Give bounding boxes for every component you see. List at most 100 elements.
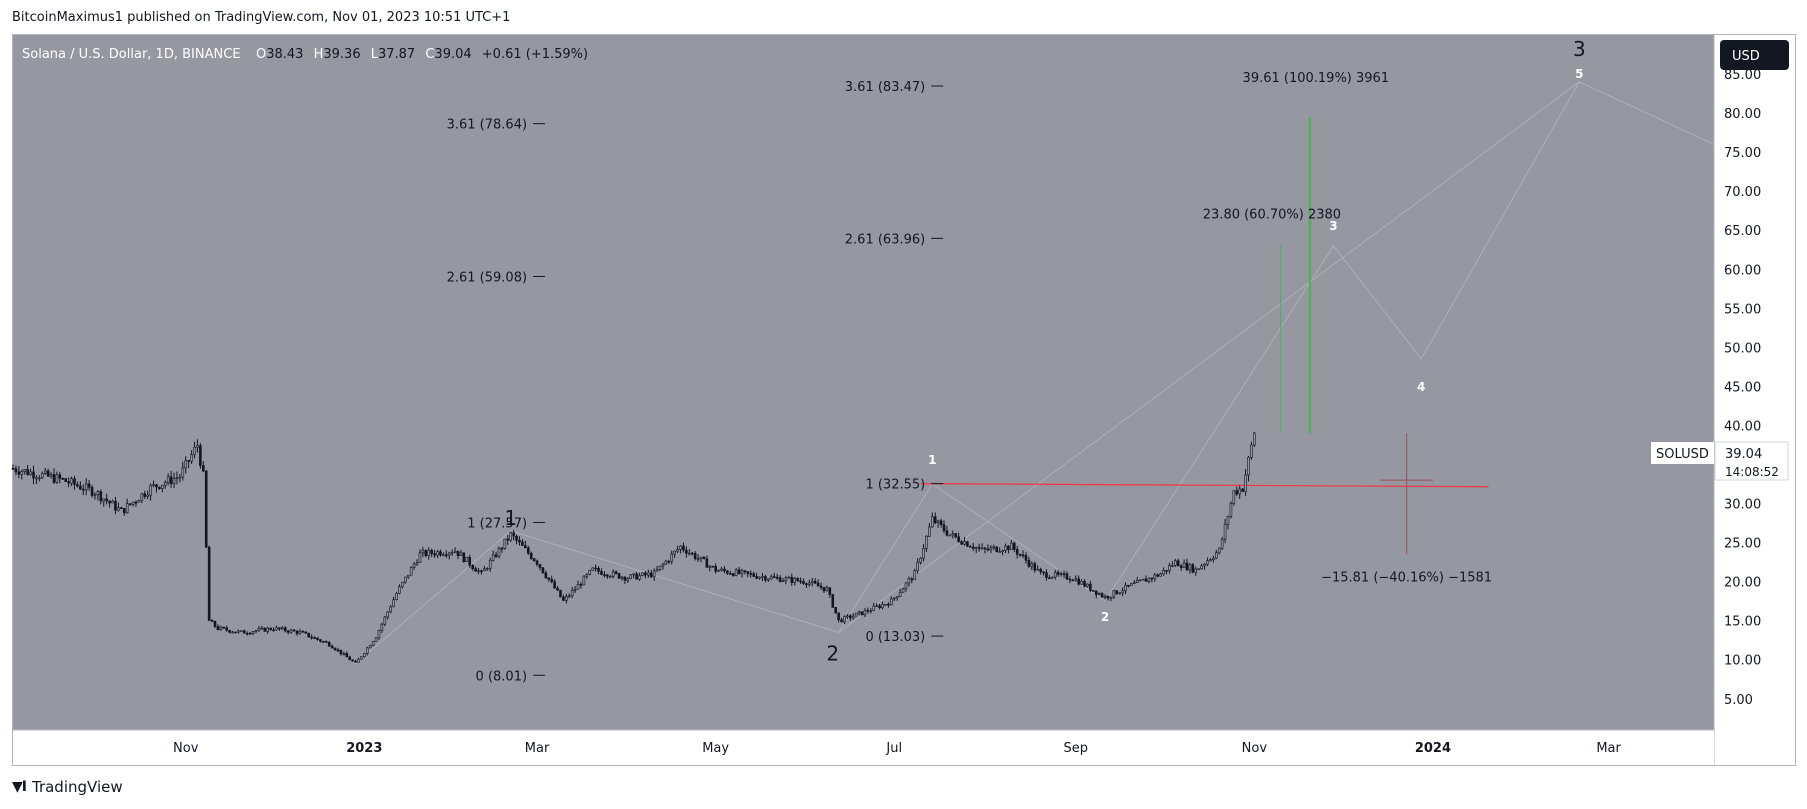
candle-body <box>354 660 357 663</box>
candle-body <box>834 607 837 614</box>
candle-body <box>535 560 539 565</box>
candle-body <box>1112 590 1116 598</box>
price-tag-value-bg <box>1714 441 1789 481</box>
candle-body <box>547 577 551 580</box>
candle-body <box>1156 574 1160 577</box>
candle-body <box>752 573 756 577</box>
candle-body <box>395 593 398 600</box>
candle-body <box>415 562 419 565</box>
candle-body <box>529 552 533 559</box>
candle-body <box>488 559 492 569</box>
candle-body <box>111 500 114 504</box>
candle-body <box>544 572 548 579</box>
candle-body <box>767 578 770 581</box>
candle-body <box>688 552 691 555</box>
candle-body <box>1065 573 1069 580</box>
candle-body <box>1214 552 1218 559</box>
candle-body <box>936 520 940 524</box>
candle-body <box>134 501 138 504</box>
time-tick-label: Nov <box>173 741 199 756</box>
candle-body <box>957 536 960 542</box>
candle-body <box>380 623 384 631</box>
measurement-label: 23.80 (60.70%) 2380 <box>1203 208 1341 223</box>
candle-body <box>647 572 650 576</box>
candle-body <box>749 573 753 575</box>
candle-body <box>655 569 659 572</box>
candle-body <box>330 645 334 649</box>
candle-body <box>995 546 999 552</box>
candle-body <box>289 629 293 633</box>
candle-body <box>620 576 624 579</box>
candle-body <box>64 478 67 482</box>
candle-body <box>319 639 322 642</box>
candle-body <box>322 641 325 643</box>
candle-body <box>705 558 709 568</box>
last-price-tag: SOLUSD 39.04 14:08:52 <box>1651 441 1789 481</box>
candle-body <box>813 580 817 584</box>
candle-body <box>485 568 489 570</box>
candle-body <box>570 590 574 597</box>
candle-body <box>32 471 35 479</box>
price-tag-countdown: 14:08:52 <box>1725 465 1779 479</box>
candle-body <box>73 478 76 485</box>
candle-body <box>872 605 876 611</box>
candle-body <box>626 578 630 581</box>
candle-body <box>670 553 674 562</box>
time-axis[interactable] <box>13 730 1714 765</box>
candle-body <box>1238 488 1242 495</box>
candle-body <box>887 603 890 606</box>
candle-body <box>292 629 296 632</box>
price-tick-label: 60.00 <box>1724 263 1761 278</box>
candle-body <box>1232 490 1236 504</box>
candle-body <box>884 603 887 606</box>
candle-body <box>644 572 647 576</box>
candle-body <box>430 550 433 554</box>
candle-body <box>342 653 346 655</box>
candle-body <box>822 587 826 592</box>
candle-body <box>202 465 205 472</box>
candle-body <box>931 516 934 528</box>
wave-count-label: 1 <box>504 506 517 530</box>
candle-body <box>1223 523 1227 540</box>
candle-body <box>1135 579 1139 584</box>
candle-body <box>46 470 50 477</box>
candle-body <box>1094 590 1098 595</box>
candle-body <box>497 547 501 557</box>
candle-body <box>696 558 700 560</box>
candle-body <box>1171 565 1174 567</box>
candle-body <box>43 470 47 474</box>
fib-level-label: 0 (13.03) <box>865 630 925 645</box>
candle-body <box>11 468 15 470</box>
candle-body <box>260 627 264 630</box>
candle-body <box>892 597 896 600</box>
change-value: +0.61 (+1.59%) <box>482 47 588 62</box>
candle-body <box>1182 562 1186 568</box>
currency-button-bg[interactable] <box>1720 40 1789 70</box>
candle-body <box>576 583 580 590</box>
candle-body <box>210 620 214 622</box>
candle-body <box>17 471 21 475</box>
time-tick-label: Nov <box>1242 741 1268 756</box>
price-axis[interactable] <box>1714 35 1793 765</box>
candle-body <box>594 567 597 570</box>
candle-body <box>761 576 764 578</box>
candle-body <box>324 641 328 643</box>
labels-layer: 39.61 (100.19%) 3961 23.80 (60.70%) 2380 −… <box>447 37 1586 684</box>
candle-body <box>427 550 431 556</box>
candle-body <box>538 564 542 568</box>
plot-area[interactable] <box>13 35 1714 730</box>
candle-body <box>907 578 911 584</box>
candle-body <box>149 485 152 496</box>
price-tag-symbol: SOLUSD <box>1656 447 1709 462</box>
candle-body <box>494 554 498 557</box>
candle-body <box>1121 590 1124 594</box>
wave-count-label: 2 <box>826 641 839 665</box>
currency-button[interactable]: USD <box>1720 40 1789 70</box>
currency-button-label[interactable]: USD <box>1732 49 1760 64</box>
candle-body <box>922 548 925 559</box>
candle-body <box>1083 581 1086 587</box>
candle-body <box>365 647 369 654</box>
candle-body <box>623 576 627 581</box>
candle-body <box>125 503 129 514</box>
